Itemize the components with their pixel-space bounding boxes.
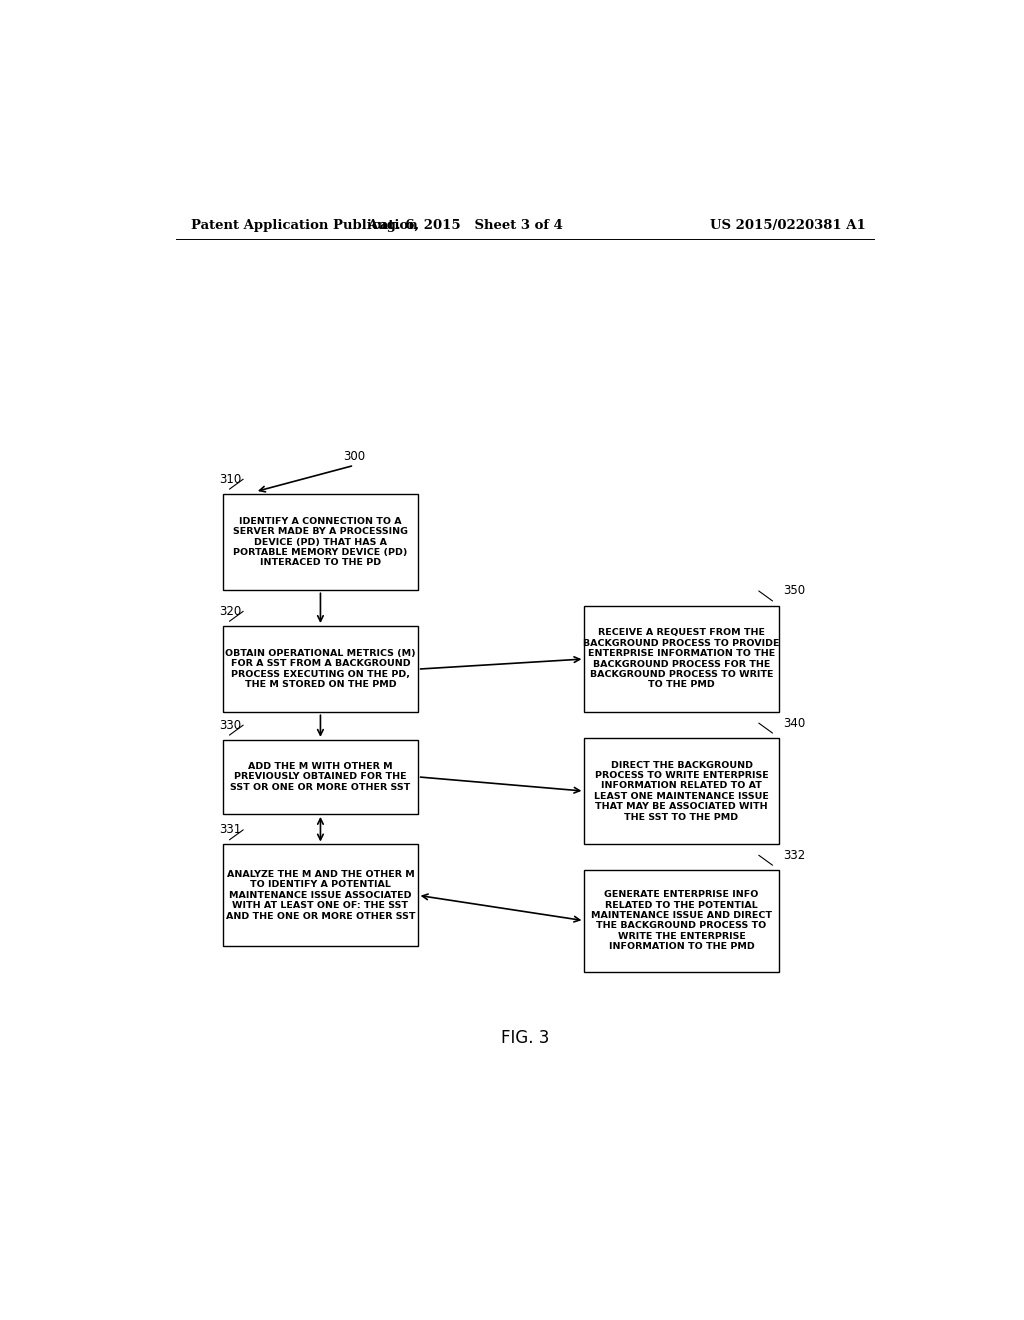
FancyBboxPatch shape: [223, 845, 418, 946]
Text: Aug. 6, 2015   Sheet 3 of 4: Aug. 6, 2015 Sheet 3 of 4: [368, 219, 563, 232]
FancyBboxPatch shape: [585, 870, 778, 972]
Text: 300: 300: [343, 450, 366, 463]
Text: 340: 340: [782, 717, 805, 730]
Text: 350: 350: [782, 585, 805, 598]
Text: 320: 320: [219, 605, 242, 618]
Text: Patent Application Publication: Patent Application Publication: [191, 219, 418, 232]
Text: RECEIVE A REQUEST FROM THE
BACKGROUND PROCESS TO PROVIDE
ENTERPRISE INFORMATION : RECEIVE A REQUEST FROM THE BACKGROUND PR…: [584, 628, 780, 689]
FancyBboxPatch shape: [223, 494, 418, 590]
Text: 332: 332: [782, 849, 805, 862]
FancyBboxPatch shape: [585, 738, 778, 845]
Text: ANALYZE THE M AND THE OTHER M
TO IDENTIFY A POTENTIAL
MAINTENANCE ISSUE ASSOCIAT: ANALYZE THE M AND THE OTHER M TO IDENTIF…: [225, 870, 415, 920]
FancyBboxPatch shape: [223, 739, 418, 814]
Text: DIRECT THE BACKGROUND
PROCESS TO WRITE ENTERPRISE
INFORMATION RELATED TO AT
LEAS: DIRECT THE BACKGROUND PROCESS TO WRITE E…: [594, 760, 769, 821]
Text: 330: 330: [219, 718, 242, 731]
Text: 331: 331: [219, 824, 242, 837]
Text: IDENTIFY A CONNECTION TO A
SERVER MADE BY A PROCESSING
DEVICE (PD) THAT HAS A
PO: IDENTIFY A CONNECTION TO A SERVER MADE B…: [232, 517, 408, 568]
Text: 310: 310: [219, 473, 242, 486]
Text: FIG. 3: FIG. 3: [501, 1028, 549, 1047]
Text: GENERATE ENTERPRISE INFO
RELATED TO THE POTENTIAL
MAINTENANCE ISSUE AND DIRECT
T: GENERATE ENTERPRISE INFO RELATED TO THE …: [591, 890, 772, 952]
Text: US 2015/0220381 A1: US 2015/0220381 A1: [711, 219, 866, 232]
Text: OBTAIN OPERATIONAL METRICS (M)
FOR A SST FROM A BACKGROUND
PROCESS EXECUTING ON : OBTAIN OPERATIONAL METRICS (M) FOR A SST…: [225, 649, 416, 689]
FancyBboxPatch shape: [585, 606, 778, 713]
FancyBboxPatch shape: [223, 626, 418, 713]
Text: ADD THE M WITH OTHER M
PREVIOUSLY OBTAINED FOR THE
SST OR ONE OR MORE OTHER SST: ADD THE M WITH OTHER M PREVIOUSLY OBTAIN…: [230, 762, 411, 792]
